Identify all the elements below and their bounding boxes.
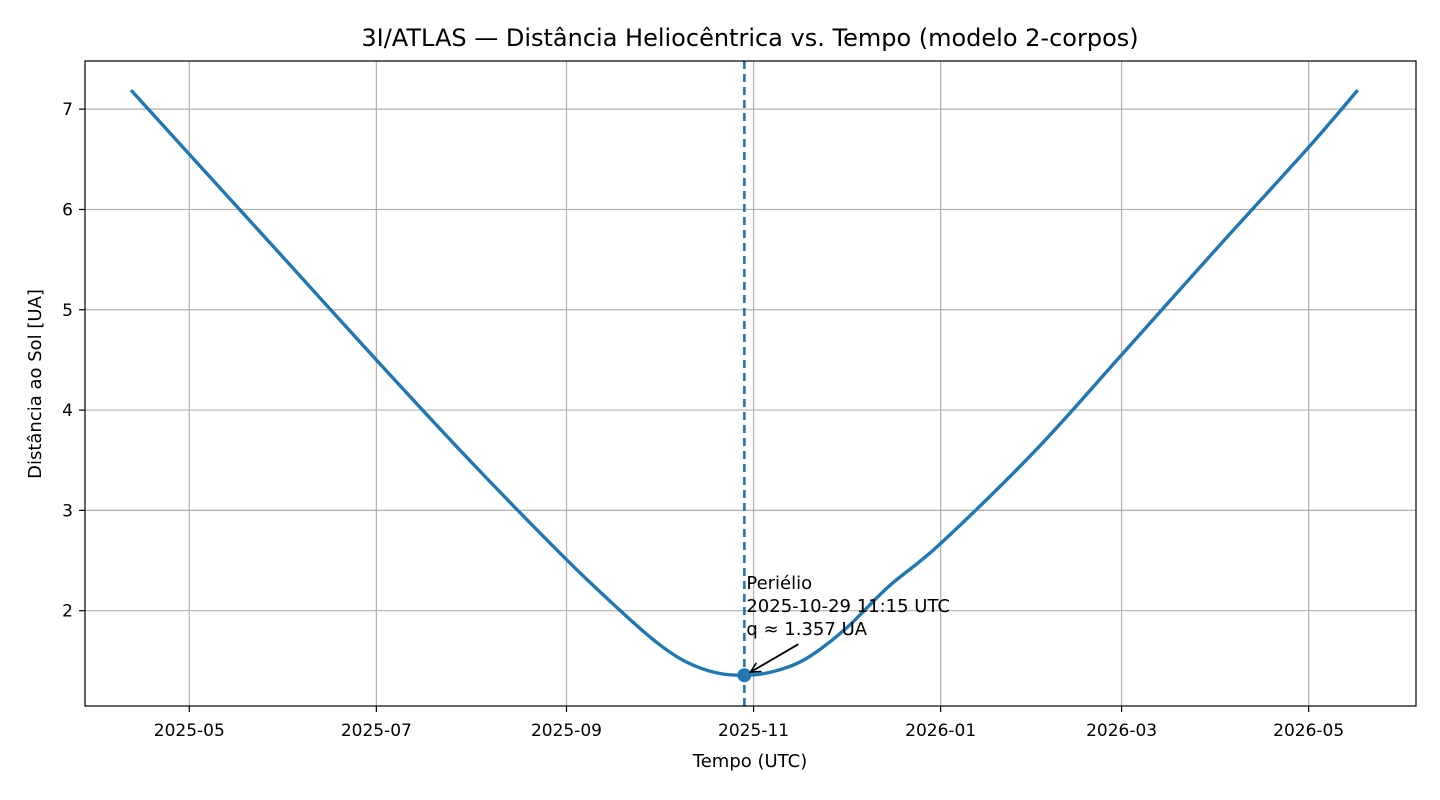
- y-ticks: 2 3 4 5 6 7: [62, 100, 85, 622]
- perihelion-annotation-line: Periélio: [746, 573, 812, 594]
- x-tick-label: 2025-09: [531, 721, 602, 741]
- chart-title: 3I/ATLAS — Distância Heliocêntrica vs. T…: [361, 24, 1138, 52]
- y-tick-label: 4: [62, 401, 73, 421]
- perihelion-annotation-line: q ≈ 1.357 UA: [746, 619, 867, 640]
- grid: [85, 61, 1416, 706]
- x-tick-label: 2026-03: [1086, 721, 1157, 741]
- y-tick-label: 2: [62, 602, 73, 622]
- y-tick-label: 7: [62, 100, 73, 120]
- perihelion-arrow: [750, 643, 799, 672]
- x-tick-label: 2026-01: [905, 721, 976, 741]
- y-tick-label: 3: [62, 501, 73, 521]
- perihelion-point: [737, 668, 752, 683]
- y-axis-label: Distância ao Sol [UA]: [25, 289, 46, 479]
- plot-frame: [84, 60, 1417, 707]
- x-axis-label: Tempo (UTC): [692, 751, 807, 772]
- x-tick-label: 2025-05: [154, 721, 225, 741]
- x-tick-label: 2026-05: [1273, 721, 1344, 741]
- x-ticks: 2025-05 2025-07 2025-09 2025-11 2026-01 2026-…: [154, 706, 1344, 741]
- x-tick-label: 2025-11: [718, 721, 789, 741]
- y-tick-label: 5: [62, 301, 73, 321]
- perihelion-annotation-line: 2025-10-29 11:15 UTC: [746, 596, 950, 617]
- y-tick-label: 6: [62, 200, 73, 220]
- x-tick-label: 2025-07: [341, 721, 412, 741]
